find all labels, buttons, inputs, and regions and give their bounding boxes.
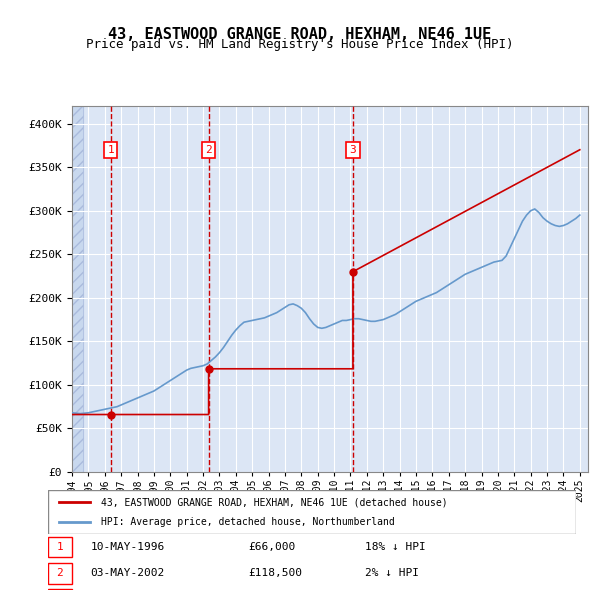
Text: 2% ↓ HPI: 2% ↓ HPI <box>365 568 419 578</box>
Text: 43, EASTWOOD GRANGE ROAD, HEXHAM, NE46 1UE: 43, EASTWOOD GRANGE ROAD, HEXHAM, NE46 1… <box>109 27 491 41</box>
Bar <box>72 106 83 472</box>
Text: 3: 3 <box>350 145 356 155</box>
FancyBboxPatch shape <box>48 490 576 534</box>
Text: 1: 1 <box>56 542 63 552</box>
FancyBboxPatch shape <box>48 537 72 558</box>
Text: 03-MAY-2002: 03-MAY-2002 <box>90 568 164 578</box>
FancyBboxPatch shape <box>48 589 72 590</box>
Text: 2: 2 <box>56 568 63 578</box>
Text: £118,500: £118,500 <box>248 568 302 578</box>
Text: 2: 2 <box>205 145 212 155</box>
Text: Price paid vs. HM Land Registry's House Price Index (HPI): Price paid vs. HM Land Registry's House … <box>86 38 514 51</box>
Text: 1: 1 <box>107 145 114 155</box>
Text: 18% ↓ HPI: 18% ↓ HPI <box>365 542 425 552</box>
Text: 10-MAY-1996: 10-MAY-1996 <box>90 542 164 552</box>
Text: 43, EASTWOOD GRANGE ROAD, HEXHAM, NE46 1UE (detached house): 43, EASTWOOD GRANGE ROAD, HEXHAM, NE46 1… <box>101 497 448 507</box>
FancyBboxPatch shape <box>48 563 72 584</box>
Bar <box>72 106 83 472</box>
Text: £66,000: £66,000 <box>248 542 296 552</box>
Text: HPI: Average price, detached house, Northumberland: HPI: Average price, detached house, Nort… <box>101 517 395 526</box>
